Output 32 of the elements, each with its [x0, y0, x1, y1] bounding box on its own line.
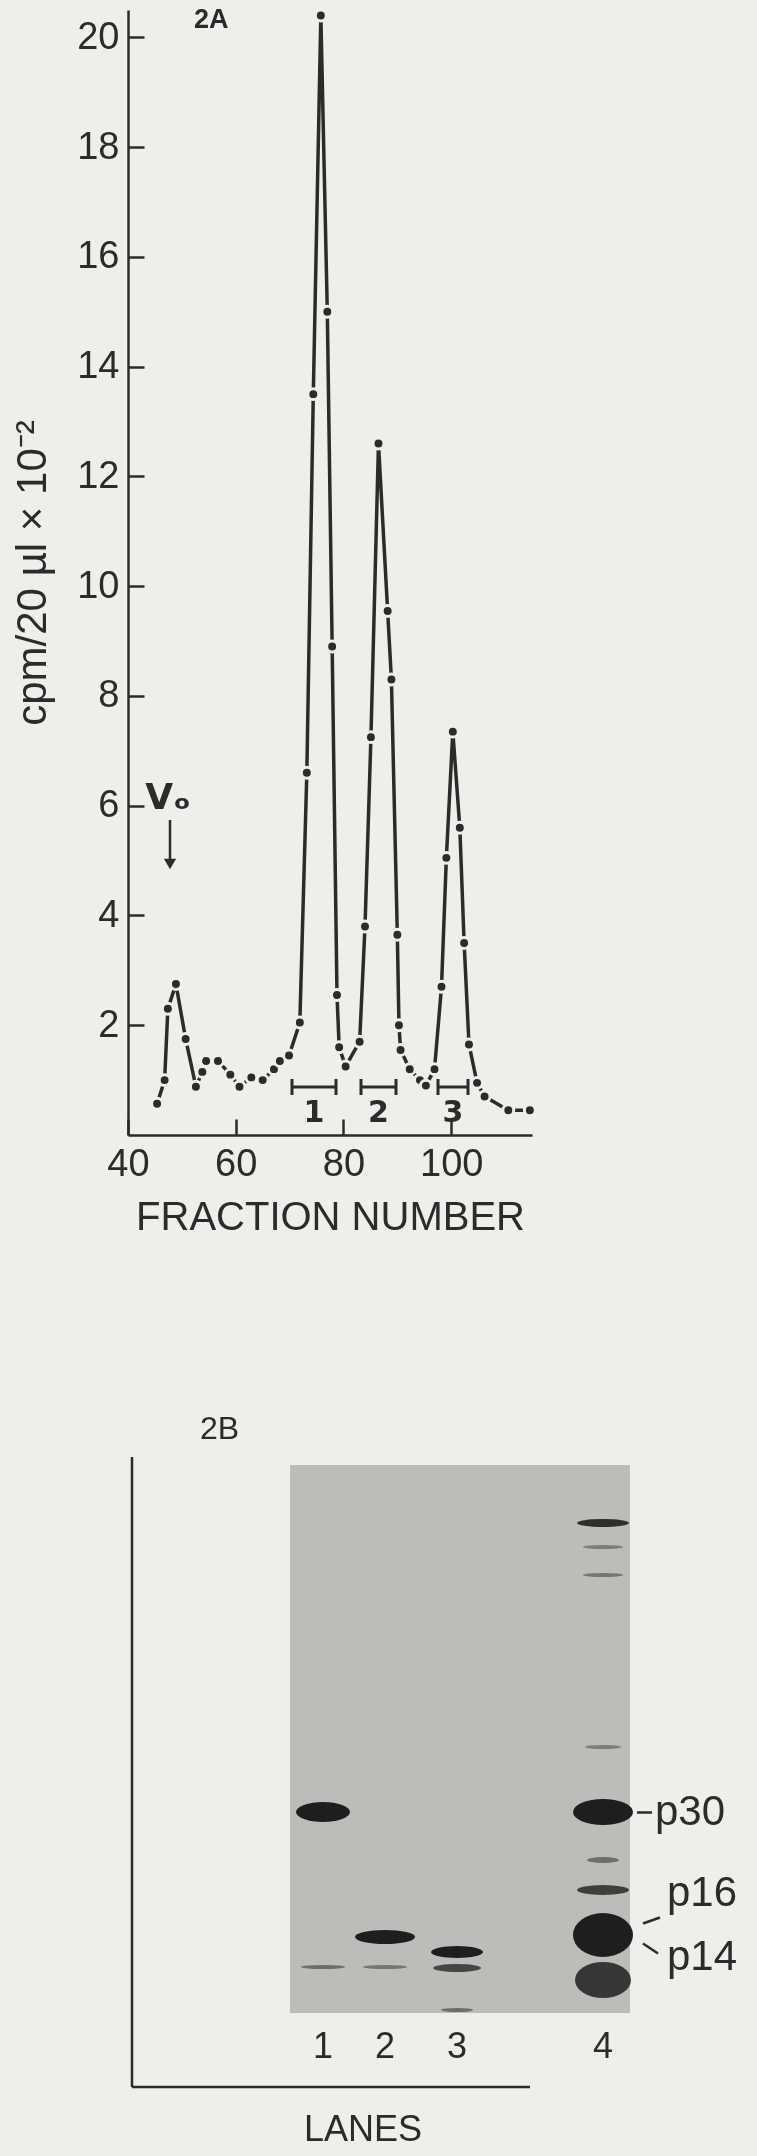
text: LANES: [303, 2108, 423, 2149]
y-tick-label: 8: [98, 673, 120, 716]
point: [223, 1067, 238, 1082]
text: p30: [655, 1787, 726, 1834]
text: p16: [667, 1868, 738, 1915]
y-tick-label: 6: [98, 783, 120, 826]
text: 4: [592, 2025, 614, 2066]
x-tick-label: 80: [322, 1141, 366, 1184]
text: p14: [667, 1932, 738, 1979]
y-tick-label: 14: [77, 344, 120, 387]
annotation: 1: [303, 1094, 325, 1129]
chart-title: 2A: [194, 4, 229, 35]
x-axis-title: FRACTION NUMBER: [136, 1193, 525, 1238]
text: 2: [374, 2025, 396, 2066]
y-tick-label: 16: [77, 234, 120, 277]
y-tick-label: 4: [98, 892, 120, 935]
y-tick-label: 10: [77, 563, 120, 606]
x-tick-label: 100: [420, 1141, 484, 1184]
annotation: 2: [368, 1094, 389, 1129]
x-tick-label: 60: [215, 1141, 258, 1184]
y-tick-label: 20: [77, 14, 120, 57]
y-tick-label: 12: [77, 453, 120, 496]
point: [477, 1089, 492, 1104]
y-tick-label: 18: [77, 124, 120, 167]
annotation: 3: [442, 1094, 464, 1129]
text: 1: [312, 2025, 334, 2066]
x-tick-label: 40: [107, 1141, 150, 1184]
y-tick-label: 2: [98, 1002, 120, 1045]
text: 3: [446, 2025, 468, 2066]
y-axis-title: cpm/20 µl × 10⁻²: [8, 420, 56, 726]
text: 2B: [200, 1409, 240, 1446]
annotation: Vₒ: [145, 776, 191, 817]
